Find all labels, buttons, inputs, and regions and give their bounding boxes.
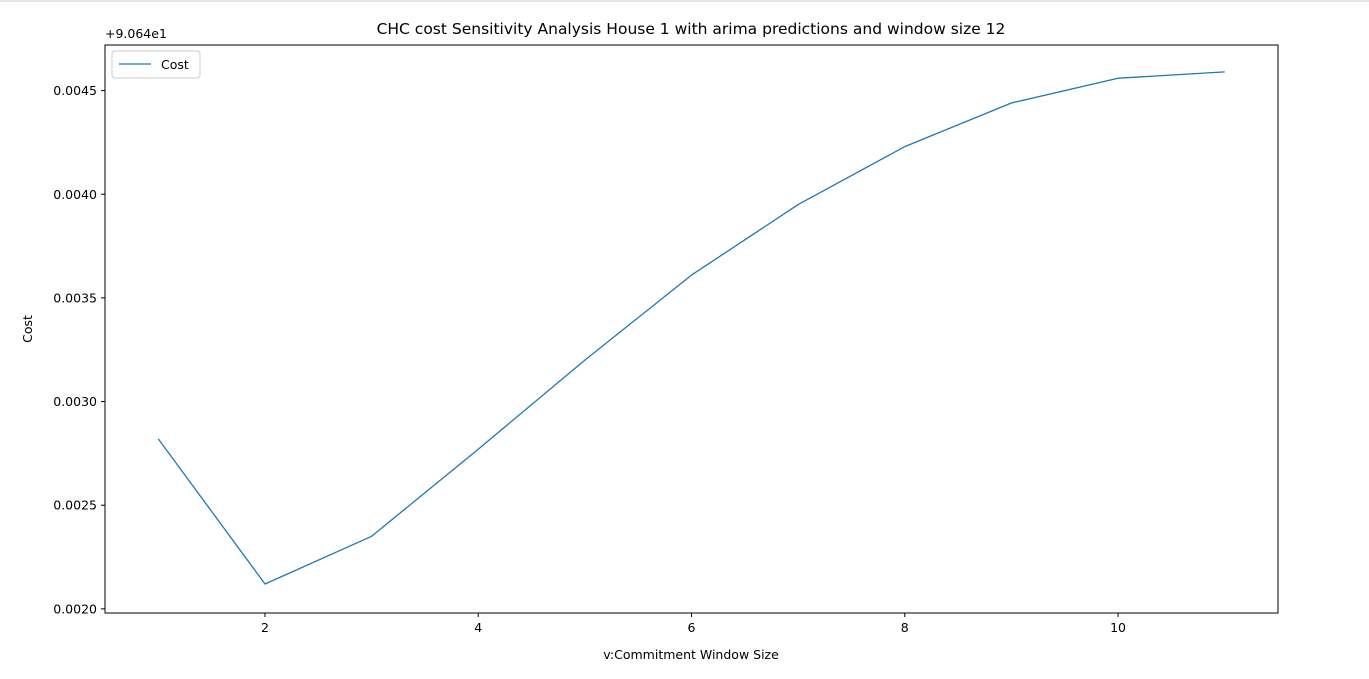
x-tick-label: 8 bbox=[901, 620, 909, 635]
legend-box bbox=[111, 50, 201, 79]
y-tick-label: 0.0035 bbox=[53, 290, 97, 305]
series-layer bbox=[157, 71, 1225, 585]
plot-area-frame bbox=[104, 44, 1279, 614]
legend-label-cost: Cost bbox=[161, 57, 189, 72]
x-axis-ticks: 2 4 6 8 10 bbox=[261, 613, 1126, 635]
chart-title: CHC cost Sensitivity Analysis House 1 wi… bbox=[377, 20, 1006, 38]
y-tick-label: 0.0045 bbox=[53, 83, 97, 98]
x-tick-label: 10 bbox=[1110, 620, 1126, 635]
series-line-cost bbox=[157, 71, 1225, 585]
top-border bbox=[0, 0, 1369, 2]
x-tick-label: 6 bbox=[688, 620, 696, 635]
x-axis-label: v:Commitment Window Size bbox=[603, 647, 779, 662]
x-tick-label: 2 bbox=[261, 620, 269, 635]
legend: Cost bbox=[111, 50, 201, 79]
y-tick-label: 0.0030 bbox=[53, 394, 97, 409]
y-axis-label: Cost bbox=[20, 315, 35, 343]
y-axis-ticks: 0.0020 0.0025 0.0030 0.0035 0.0040 0.0045 bbox=[53, 83, 105, 616]
y-offset-label: +9.064e1 bbox=[105, 26, 167, 41]
y-tick-label: 0.0025 bbox=[53, 498, 97, 513]
x-tick-label: 4 bbox=[474, 620, 482, 635]
y-tick-label: 0.0040 bbox=[53, 187, 97, 202]
y-tick-label: 0.0020 bbox=[53, 601, 97, 616]
